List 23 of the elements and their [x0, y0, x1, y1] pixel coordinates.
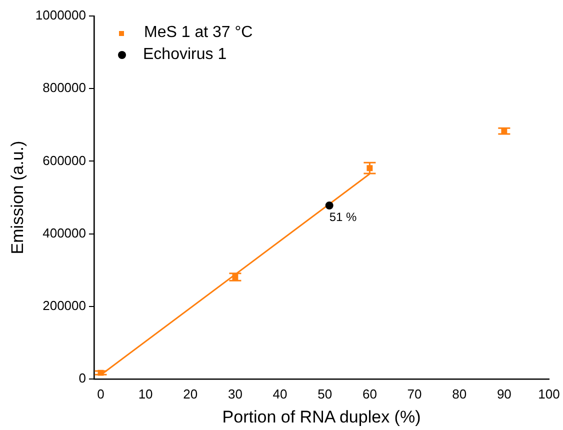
y-tick-label: 0 — [78, 370, 86, 386]
x-tick-label: 50 — [318, 386, 332, 402]
x-tick-label: 0 — [97, 386, 104, 402]
annotation: 51 % — [329, 210, 358, 224]
x-tick-label: 30 — [228, 386, 242, 402]
legend-label: MeS 1 at 37 °C — [144, 24, 253, 42]
y-tick-label: 1000000 — [35, 8, 86, 23]
point — [325, 201, 334, 210]
x-tick-label: 100 — [538, 386, 560, 402]
x-tick-label: 40 — [272, 386, 288, 402]
x-tick-label: 60 — [362, 386, 377, 402]
x-tick-label: 90 — [496, 386, 512, 402]
x-tick-label: 70 — [407, 386, 422, 402]
y-axis-title: Emission (a.u.) — [8, 140, 27, 254]
x-tick-label: 80 — [452, 386, 467, 402]
y-tick-label: 400000 — [42, 225, 86, 240]
x-tick-label: 20 — [183, 386, 198, 402]
y-tick-label: 800000 — [42, 80, 86, 96]
x-axis-title: Portion of RNA duplex (%) — [222, 407, 421, 426]
x-tick-label: 10 — [138, 386, 153, 402]
y-tick-label: 200000 — [42, 298, 86, 313]
y-tick-label: 600000 — [42, 152, 86, 168]
legend-label: Echovirus 1 — [143, 46, 227, 64]
